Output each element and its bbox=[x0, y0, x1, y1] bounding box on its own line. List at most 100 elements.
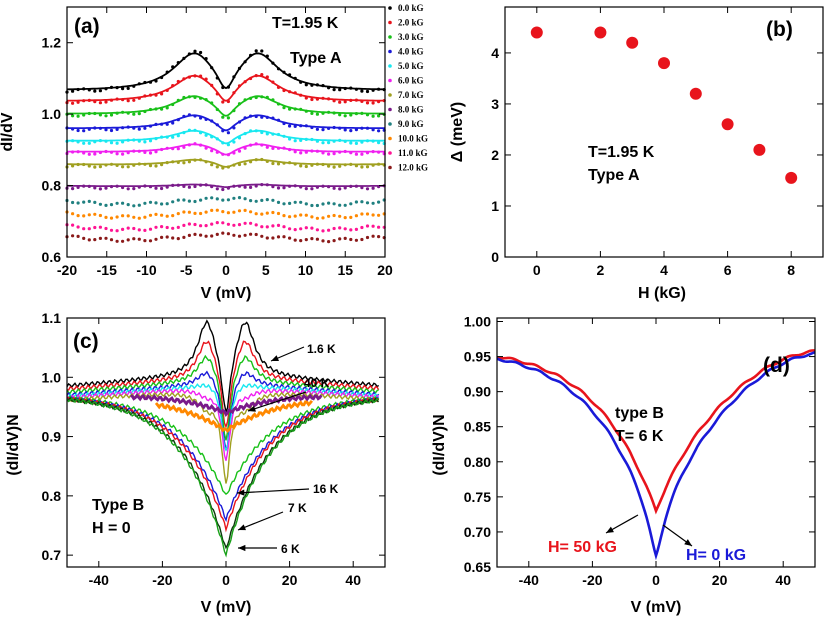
panel-a-point-7 bbox=[182, 184, 186, 188]
panel-c-xtick-label: -40 bbox=[89, 572, 109, 588]
panel-a-point-2 bbox=[377, 114, 381, 118]
panel-a-xtick-label: -5 bbox=[180, 262, 193, 278]
panel-a-point-5 bbox=[104, 149, 108, 154]
panel-a-legend-marker-3 bbox=[388, 49, 392, 54]
panel-a-point-5 bbox=[304, 150, 308, 154]
panel-a-point-6 bbox=[71, 164, 75, 168]
panel-a-point-9 bbox=[371, 213, 375, 217]
panel-a-point-11 bbox=[254, 232, 258, 237]
panel-a-point-7 bbox=[204, 183, 208, 187]
panel-a-point-1 bbox=[365, 101, 370, 105]
panel-a-point-11 bbox=[276, 235, 281, 239]
panel-a-point-10 bbox=[165, 225, 169, 230]
panel-a-point-1 bbox=[360, 99, 364, 103]
panel-a-point-11 bbox=[126, 238, 130, 242]
panel-a-point-2 bbox=[221, 115, 225, 119]
panel-a-point-2 bbox=[321, 111, 325, 115]
panel-a-point-10 bbox=[121, 227, 125, 231]
panel-a-point-10 bbox=[354, 227, 358, 231]
panel-a-point-8 bbox=[332, 202, 336, 206]
panel-a-point-5 bbox=[199, 143, 203, 147]
panel-a-point-8 bbox=[365, 201, 370, 205]
panel-b-xtick-label: 4 bbox=[660, 262, 668, 278]
panel-a-point-6 bbox=[126, 165, 130, 169]
panel-a-point-0 bbox=[254, 49, 258, 53]
panel-a-point-5 bbox=[204, 146, 208, 150]
panel-a-legend-label-11: 12.0 kG bbox=[398, 163, 428, 173]
panel-a-point-3 bbox=[237, 120, 242, 124]
panel-a-point-9 bbox=[126, 214, 130, 218]
panel-a-point-3 bbox=[165, 122, 169, 126]
panel-a-point-11 bbox=[271, 236, 275, 240]
panel-a-point-9 bbox=[121, 214, 125, 218]
panel-a-point-5 bbox=[265, 145, 269, 149]
panel-a-point-2 bbox=[204, 98, 208, 102]
panel-a-point-0 bbox=[93, 89, 97, 93]
panel-b-point-2 bbox=[626, 36, 639, 49]
panel-a-fit-0 bbox=[66, 52, 386, 91]
panel-a-point-2 bbox=[282, 106, 286, 110]
panel-a-point-8 bbox=[143, 201, 147, 205]
panel-a-point-7 bbox=[327, 185, 331, 189]
panel-c-arrow-6k-head bbox=[238, 544, 246, 552]
panel-a-point-1 bbox=[171, 84, 175, 88]
panel-a-point-8 bbox=[271, 198, 275, 202]
panel-d-xlabel: V (mV) bbox=[631, 599, 682, 616]
panel-a-point-10 bbox=[182, 223, 186, 227]
panel-b-ytick-label: 1 bbox=[491, 198, 499, 214]
panel-a-point-0 bbox=[249, 53, 253, 58]
panel-a-point-2 bbox=[249, 96, 253, 100]
panel-a-point-4 bbox=[365, 139, 370, 143]
panel-c-label-7k: 7 K bbox=[288, 501, 307, 515]
panel-a-point-4 bbox=[282, 134, 286, 138]
panel-c-ytick-label: 0.8 bbox=[42, 488, 62, 504]
panel-a-point-6 bbox=[160, 163, 164, 167]
panel-b-ytick-label: 0 bbox=[491, 249, 499, 265]
panel-a-point-10 bbox=[377, 225, 381, 229]
panel-a-point-2 bbox=[343, 114, 347, 118]
panel-a-point-8 bbox=[338, 203, 342, 207]
panel-a-point-3 bbox=[276, 118, 281, 122]
panel-a-point-7 bbox=[143, 184, 147, 188]
panel-a-point-5 bbox=[76, 150, 80, 154]
panel-a-point-7 bbox=[249, 185, 253, 189]
panel-a-point-11 bbox=[304, 238, 308, 242]
panel-a-point-10 bbox=[304, 226, 308, 230]
panel-a-point-1 bbox=[210, 83, 214, 87]
panel-a-point-0 bbox=[165, 70, 169, 74]
panel-c-plot-area bbox=[66, 319, 380, 558]
panel-a-point-9 bbox=[115, 215, 119, 219]
panel-a-point-0 bbox=[82, 87, 86, 91]
panel-a-point-2 bbox=[160, 107, 164, 111]
panel-a-point-9 bbox=[237, 209, 242, 213]
panel-a-point-11 bbox=[137, 237, 141, 241]
panel-a-point-8 bbox=[343, 203, 347, 207]
panel-a-point-4 bbox=[271, 132, 275, 136]
panel-a-point-6 bbox=[365, 165, 370, 169]
panel-b-xlabel: H (kG) bbox=[638, 285, 686, 302]
panel-a-point-10 bbox=[371, 224, 375, 228]
panel-a-point-1 bbox=[115, 97, 119, 101]
panel-a-point-0 bbox=[98, 89, 102, 93]
panel-a-point-10 bbox=[249, 221, 253, 225]
panel-a-point-3 bbox=[154, 122, 158, 126]
panel-a-point-10 bbox=[265, 225, 269, 229]
panel-a-temperature: T=1.95 K bbox=[272, 15, 339, 32]
panel-a-point-6 bbox=[210, 163, 214, 167]
panel-a-point-5 bbox=[171, 147, 175, 151]
panel-a-point-2 bbox=[226, 116, 230, 120]
panel-a-point-9 bbox=[243, 208, 247, 212]
panel-a-point-1 bbox=[182, 77, 186, 81]
panel-a: -20 -15 -10 -5 0 5 10 15 20 0.6 0.8 1.0 1.2 (a) T=1.… bbox=[0, 3, 428, 302]
panel-a-point-8 bbox=[176, 198, 180, 202]
panel-a-point-1 bbox=[165, 88, 169, 92]
panel-a-point-4 bbox=[171, 135, 175, 139]
panel-a-point-3 bbox=[293, 124, 297, 128]
panel-a-point-4 bbox=[148, 139, 153, 143]
panel-a-point-8 bbox=[276, 200, 281, 204]
panel-a-point-4 bbox=[321, 141, 325, 145]
panel-a-point-6 bbox=[215, 165, 219, 169]
panel-a-point-2 bbox=[87, 111, 91, 116]
panel-a-point-6 bbox=[377, 162, 381, 166]
panel-a-point-10 bbox=[349, 228, 353, 232]
